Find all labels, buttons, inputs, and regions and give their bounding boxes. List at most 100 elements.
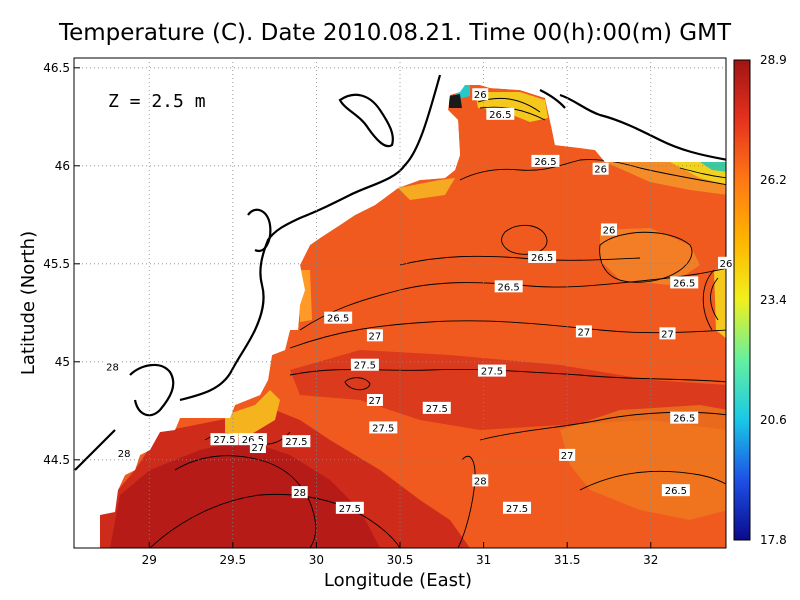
contour-north-bay-1 xyxy=(477,97,541,113)
coastline-inlet xyxy=(247,208,272,253)
contour-label-background xyxy=(472,474,489,487)
contour-label: 28 xyxy=(118,449,131,460)
yellow-east-edge xyxy=(714,263,726,339)
contour-label-background xyxy=(528,250,557,263)
chart-title: Temperature (C). Date 2010.08.21. Time 0… xyxy=(58,20,732,46)
contour-label-background xyxy=(366,329,383,342)
contour-label: 26.5 xyxy=(534,157,556,168)
contour-label: 27 xyxy=(661,329,674,340)
contour-26-5-north-band xyxy=(399,255,641,266)
coastline-lagoon xyxy=(338,93,394,148)
contour-label: 28 xyxy=(106,363,119,374)
contour-label: 27.5 xyxy=(339,504,361,515)
contour-label-background xyxy=(494,280,523,293)
colorbar-tick-label: 20.6 xyxy=(760,413,787,427)
contour-label: 26.5 xyxy=(673,414,695,425)
coastline-outlines xyxy=(74,74,726,471)
contour-small-eddy xyxy=(344,377,371,391)
contour-label-background xyxy=(422,401,451,414)
yellow-north-coast xyxy=(398,178,455,200)
x-ticks: 29 29.5 30 30.5 31 31.5 32 xyxy=(142,542,658,567)
cool-north-region xyxy=(600,228,700,285)
x-tick-label: 29.5 xyxy=(219,553,246,567)
contour-label-background xyxy=(531,154,560,167)
contour-label: 26.5 xyxy=(673,278,695,289)
contour-label: 26 xyxy=(594,165,607,176)
contour-label: 28 xyxy=(293,488,306,499)
contour-label: 27.5 xyxy=(481,367,503,378)
contour-label: 26.5 xyxy=(531,253,553,264)
contour-label: 27.5 xyxy=(372,423,394,434)
yellow-north-bay xyxy=(475,92,548,122)
green-northeast-corner xyxy=(700,162,726,172)
contour-label: 27 xyxy=(561,451,574,462)
contour-label-background xyxy=(659,327,676,340)
contour-26-northwest xyxy=(459,159,726,186)
y-tick-label: 46.5 xyxy=(43,61,70,75)
contour-label-background xyxy=(282,435,311,448)
contour-label-background xyxy=(366,394,383,406)
contour-label-background xyxy=(116,446,133,459)
coastline-northeast xyxy=(559,93,726,161)
contour-north-bay-2 xyxy=(479,106,546,121)
y-tick-label: 46 xyxy=(55,159,70,173)
contour-label-background xyxy=(670,411,699,424)
colorbar-tick-label: 17.8 xyxy=(760,533,787,547)
land-area xyxy=(74,58,726,548)
colorbar-tick-label: 23.4 xyxy=(760,293,787,307)
colorbar-tick-label: 26.2 xyxy=(760,173,787,187)
y-tick-label: 45.5 xyxy=(43,257,70,271)
contour-label-background xyxy=(592,162,609,175)
contour-label: 27 xyxy=(252,443,265,454)
warm-sw-core xyxy=(110,440,380,548)
contour-28-filament xyxy=(457,455,476,548)
contour-label: 26.5 xyxy=(498,282,520,293)
y-ticks: 44.5 45 45.5 46 46.5 xyxy=(43,61,80,467)
dark-north-bay xyxy=(449,94,462,108)
y-tick-label: 44.5 xyxy=(43,453,70,467)
contour-label: 27.5 xyxy=(506,504,528,515)
contour-label: 27.5 xyxy=(213,435,235,446)
contour-label-background xyxy=(249,441,266,454)
x-tick-label: 32 xyxy=(643,553,658,567)
contour-label-background xyxy=(324,311,353,324)
contour-label-background xyxy=(472,88,489,101)
x-tick-label: 29 xyxy=(142,553,157,567)
contour-label: 27.5 xyxy=(285,437,307,448)
contour-label-background xyxy=(486,107,515,120)
contour-label-background xyxy=(369,421,398,434)
contour-label-background xyxy=(718,256,734,269)
x-tick-label: 31 xyxy=(476,553,491,567)
contour-label-background xyxy=(559,448,576,461)
contour-label: 28 xyxy=(474,476,487,487)
coastline-romania xyxy=(129,363,175,417)
depth-annotation: Z = 2.5 m xyxy=(108,91,206,112)
contour-label: 27 xyxy=(578,327,591,338)
contour-28-west xyxy=(174,455,317,548)
x-tick-label: 30.5 xyxy=(387,553,414,567)
x-tick-label: 31.5 xyxy=(554,553,581,567)
plot-area xyxy=(74,58,726,548)
contour-northeast-corner xyxy=(679,167,726,179)
contour-label-background xyxy=(477,364,506,377)
grid-lines xyxy=(74,58,726,548)
contour-label-background xyxy=(104,360,121,373)
contour-label-background xyxy=(575,325,592,338)
contour-label-background xyxy=(335,501,364,514)
contour-label: 26 xyxy=(474,90,487,101)
x-axis-label: Longitude (East) xyxy=(324,570,472,591)
contour-label-background xyxy=(600,223,617,236)
contour-label: 26 xyxy=(603,225,616,236)
contour-label: 26.5 xyxy=(665,486,687,497)
contour-label: 27 xyxy=(369,396,382,407)
contour-label-background xyxy=(291,486,308,499)
contour-label: 26.5 xyxy=(242,435,264,446)
contour-east-lens xyxy=(702,269,715,331)
contour-label: 26.5 xyxy=(327,314,349,325)
x-tick-label: 30 xyxy=(309,553,324,567)
contour-label-background xyxy=(661,484,690,497)
coastline-danube-delta xyxy=(74,429,116,471)
y-axis-label: Latitude (North) xyxy=(18,231,39,375)
y-tick-label: 45 xyxy=(55,355,70,369)
